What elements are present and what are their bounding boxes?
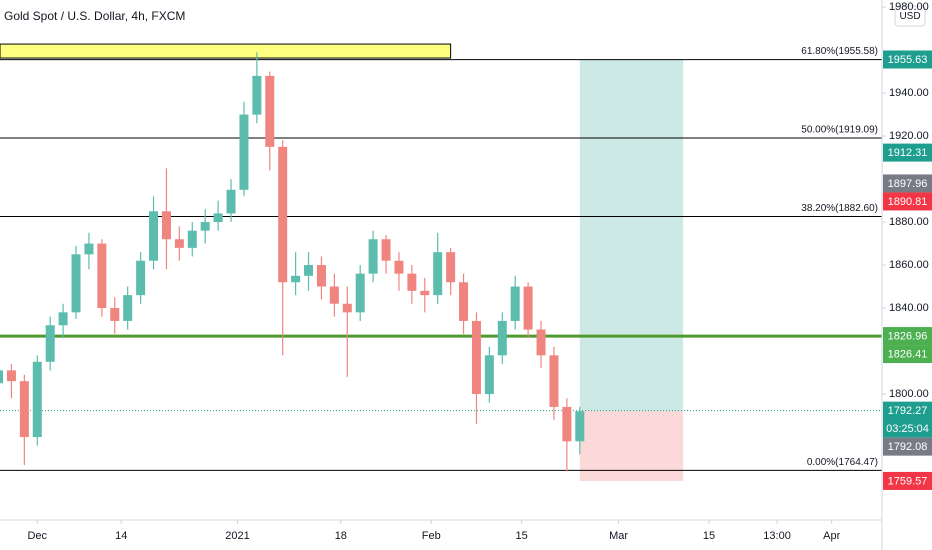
price-label: 1955.63	[888, 54, 928, 66]
candle-body	[407, 273, 417, 291]
candle-body	[226, 189, 236, 214]
candle-body	[265, 75, 275, 147]
price-label: 1826.96	[888, 330, 928, 342]
highlight-box	[0, 43, 452, 59]
candle-body	[523, 286, 533, 330]
fib-label: 0.00%(1764.47)	[807, 457, 878, 468]
price-label: 1759.57	[888, 475, 928, 487]
loss-zone	[579, 410, 684, 481]
candle-body	[136, 260, 146, 296]
price-label-bg	[883, 174, 932, 193]
y-tick-label: 1980.00	[889, 1, 929, 13]
x-tick-label: Feb	[422, 530, 441, 542]
candle-body	[213, 213, 223, 223]
chart-title: Gold Spot / U.S. Dollar, 4h, FXCM	[4, 9, 185, 23]
price-label: 1792.08	[888, 441, 928, 453]
price-label-bg	[883, 50, 932, 69]
price-label: 1826.41	[888, 348, 928, 360]
price-label: 1792.27	[888, 405, 928, 417]
candle-body	[19, 381, 29, 438]
y-tick-label: 1840.00	[889, 302, 929, 314]
x-tick-label: 13:00	[763, 530, 791, 542]
candle-body	[123, 295, 133, 321]
candle-body	[381, 239, 391, 261]
price-label: 1890.81	[888, 196, 928, 208]
x-tick-label: 15	[703, 530, 715, 542]
candle-body	[575, 411, 585, 442]
y-tick-label: 1920.00	[889, 130, 929, 142]
x-tick-label: Mar	[609, 530, 628, 542]
price-label-bg	[883, 345, 932, 364]
candle-body	[304, 265, 314, 276]
candle-body	[291, 275, 301, 283]
candle-body	[252, 75, 262, 115]
candle-body	[200, 222, 210, 231]
candle-body	[6, 370, 16, 382]
price-label: 1912.31	[888, 147, 928, 159]
candle-body	[71, 254, 81, 313]
x-tick-label: 14	[115, 530, 127, 542]
y-tick-label: 1860.00	[889, 259, 929, 271]
x-tick-label: 15	[516, 530, 528, 542]
candle-body	[510, 286, 520, 321]
candle-body	[174, 239, 184, 248]
y-tick-label: 1800.00	[889, 388, 929, 400]
candle-body	[149, 211, 159, 261]
price-label: 1897.96	[888, 178, 928, 190]
price-label-bg	[883, 143, 932, 162]
price-label-bg	[883, 327, 932, 346]
candle-body	[562, 406, 572, 442]
fib-label: 38.20%(1882.60)	[801, 203, 878, 214]
candle-body	[32, 361, 42, 438]
candle-body	[316, 265, 326, 287]
candle-body	[433, 252, 443, 296]
candle-body	[446, 252, 456, 283]
candle-body	[58, 312, 68, 326]
fib-label: 50.00%(1919.09)	[801, 125, 878, 136]
price-label-bg	[883, 192, 932, 211]
candle-body	[161, 211, 171, 240]
currency-label[interactable]: USD	[899, 11, 920, 22]
candle-body	[368, 239, 378, 274]
candle-body	[459, 282, 469, 321]
x-tick-label: 2021	[225, 530, 249, 542]
candle-body	[536, 329, 546, 356]
price-label-bg	[883, 471, 932, 490]
candle-body	[84, 243, 94, 255]
x-tick-label: Dec	[27, 530, 47, 542]
candle-body	[97, 243, 107, 309]
candle-body	[420, 290, 430, 296]
candle-body	[239, 114, 249, 190]
candle-body	[342, 303, 352, 313]
candle-body	[187, 230, 197, 248]
candle-body	[549, 355, 559, 407]
y-tick-label: 1880.00	[889, 216, 929, 228]
candle-body	[471, 320, 481, 395]
plot-area: 61.80%(1955.58) 50.00%(1919.09) 38.20%(188…	[0, 43, 882, 481]
candle-body	[329, 286, 339, 304]
fib-label: 61.80%(1955.58)	[801, 46, 878, 57]
candle-body	[110, 308, 120, 321]
candle-body	[0, 370, 4, 384]
price-label-bg	[883, 437, 932, 456]
candle-body	[355, 273, 365, 313]
candle-body	[394, 260, 404, 274]
y-tick-label: 1940.00	[889, 87, 929, 99]
currency-button[interactable]	[894, 5, 926, 27]
x-tick-label: Apr	[823, 530, 840, 542]
candle-body	[278, 146, 288, 283]
candle-body	[45, 325, 55, 362]
candle-body	[497, 320, 507, 356]
countdown-label: 03:25:04	[886, 423, 929, 435]
price-label-bg	[883, 401, 932, 438]
x-tick-label: 18	[335, 530, 347, 542]
candle-body	[484, 355, 494, 395]
profit-zone	[579, 59, 684, 411]
